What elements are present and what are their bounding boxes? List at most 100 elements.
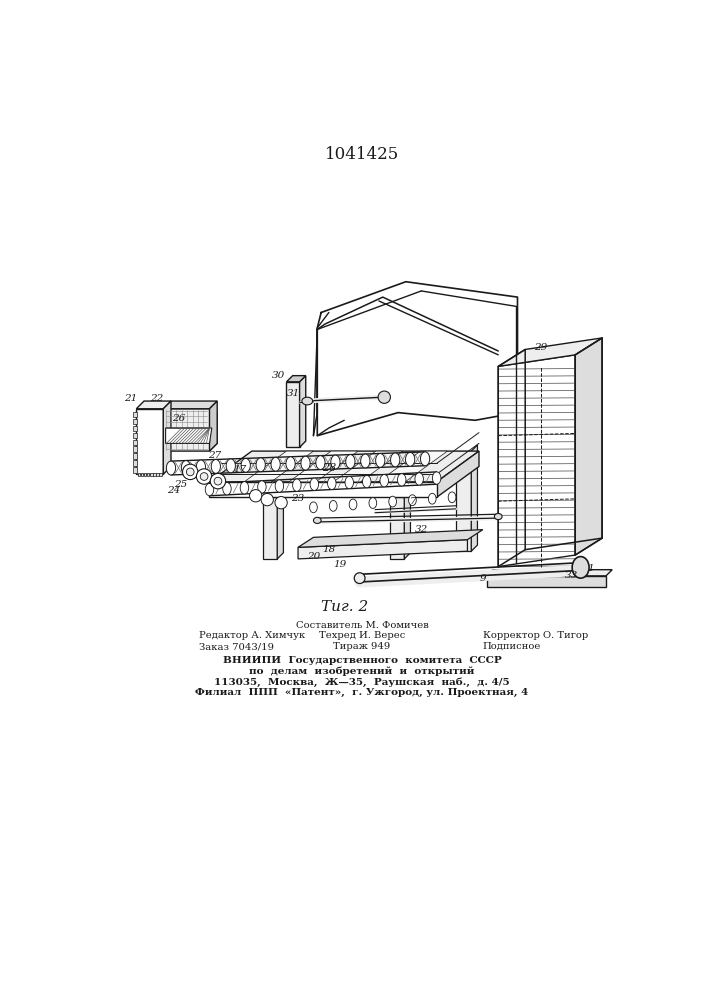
Bar <box>133 419 137 424</box>
Ellipse shape <box>494 513 502 520</box>
Polygon shape <box>209 401 217 451</box>
Text: 1: 1 <box>587 564 593 573</box>
Polygon shape <box>498 355 575 567</box>
Polygon shape <box>472 445 477 551</box>
Polygon shape <box>317 282 518 436</box>
Polygon shape <box>313 289 518 436</box>
Text: 7: 7 <box>410 497 417 506</box>
Text: Филиал  ППП  «Патент»,  г. Ужгород, ул. Проектная, 4: Филиал ППП «Патент», г. Ужгород, ул. Про… <box>195 688 529 697</box>
Ellipse shape <box>205 483 214 496</box>
Bar <box>133 467 137 473</box>
Text: Заказ 7043/19: Заказ 7043/19 <box>199 642 274 651</box>
Ellipse shape <box>572 557 589 578</box>
Ellipse shape <box>329 500 337 511</box>
Polygon shape <box>437 451 479 497</box>
Text: 30: 30 <box>271 371 285 380</box>
Polygon shape <box>300 376 305 447</box>
Ellipse shape <box>310 502 317 513</box>
Polygon shape <box>298 540 467 559</box>
Ellipse shape <box>369 498 377 508</box>
Text: 20: 20 <box>307 552 320 561</box>
Ellipse shape <box>415 473 423 485</box>
Circle shape <box>214 477 222 485</box>
Polygon shape <box>286 382 300 447</box>
Ellipse shape <box>406 452 415 466</box>
Text: Τиг. 2: Τиг. 2 <box>320 600 368 614</box>
Polygon shape <box>165 428 212 443</box>
Text: Подписное: Подписное <box>483 642 542 651</box>
Polygon shape <box>209 451 479 482</box>
Bar <box>133 453 137 459</box>
Ellipse shape <box>313 517 321 523</box>
Circle shape <box>197 469 212 484</box>
Bar <box>144 473 146 476</box>
Polygon shape <box>264 497 277 559</box>
Bar <box>133 440 137 445</box>
Circle shape <box>187 468 194 476</box>
Polygon shape <box>136 409 163 474</box>
Text: Составитель М. Фомичев: Составитель М. Фомичев <box>296 621 428 630</box>
Text: 25: 25 <box>174 480 187 489</box>
Polygon shape <box>404 491 411 559</box>
Polygon shape <box>288 451 358 482</box>
Bar <box>156 473 158 476</box>
Polygon shape <box>334 451 403 482</box>
Bar <box>133 433 137 438</box>
Bar <box>133 426 137 431</box>
Ellipse shape <box>181 461 191 474</box>
Polygon shape <box>286 376 305 382</box>
Ellipse shape <box>331 455 340 469</box>
Text: 24: 24 <box>167 486 180 495</box>
Bar <box>133 412 137 417</box>
Ellipse shape <box>197 460 206 474</box>
Ellipse shape <box>397 474 406 486</box>
Polygon shape <box>163 409 217 451</box>
Ellipse shape <box>349 499 357 510</box>
Ellipse shape <box>428 493 436 504</box>
Bar <box>150 473 153 476</box>
Ellipse shape <box>390 453 400 467</box>
Text: 28: 28 <box>322 463 336 473</box>
Ellipse shape <box>302 397 312 405</box>
Bar <box>153 473 156 476</box>
Polygon shape <box>244 451 313 482</box>
Ellipse shape <box>433 472 441 484</box>
Ellipse shape <box>271 457 280 471</box>
Ellipse shape <box>345 476 354 489</box>
Polygon shape <box>390 497 404 559</box>
Text: 22: 22 <box>151 394 164 403</box>
Text: 26: 26 <box>172 414 185 423</box>
Polygon shape <box>136 401 171 409</box>
Ellipse shape <box>293 479 301 491</box>
Polygon shape <box>277 491 284 559</box>
Ellipse shape <box>275 480 284 492</box>
Ellipse shape <box>327 477 336 490</box>
Ellipse shape <box>380 475 388 487</box>
Ellipse shape <box>421 452 430 466</box>
Text: 33: 33 <box>565 571 578 580</box>
Circle shape <box>210 473 226 489</box>
Text: 17: 17 <box>234 465 247 474</box>
Bar <box>138 473 140 476</box>
Text: 1041425: 1041425 <box>325 146 399 163</box>
Polygon shape <box>456 451 472 551</box>
Ellipse shape <box>226 459 235 473</box>
Text: 21: 21 <box>124 394 138 403</box>
Ellipse shape <box>240 482 249 494</box>
Ellipse shape <box>316 456 325 470</box>
Ellipse shape <box>223 483 231 495</box>
Polygon shape <box>163 401 217 409</box>
Ellipse shape <box>346 455 355 468</box>
Text: 31: 31 <box>287 389 300 398</box>
Ellipse shape <box>257 481 266 493</box>
Ellipse shape <box>409 495 416 506</box>
Text: Корректор О. Тигор: Корректор О. Тигор <box>483 631 588 640</box>
Ellipse shape <box>363 475 371 488</box>
Ellipse shape <box>354 573 365 584</box>
Polygon shape <box>486 570 612 576</box>
Text: ВНИИПИ  Государственного  комитета  СССР: ВНИИПИ Государственного комитета СССР <box>223 656 501 665</box>
Text: 9: 9 <box>479 574 486 583</box>
Text: 27: 27 <box>209 451 221 460</box>
Bar <box>141 473 144 476</box>
Circle shape <box>250 490 262 502</box>
